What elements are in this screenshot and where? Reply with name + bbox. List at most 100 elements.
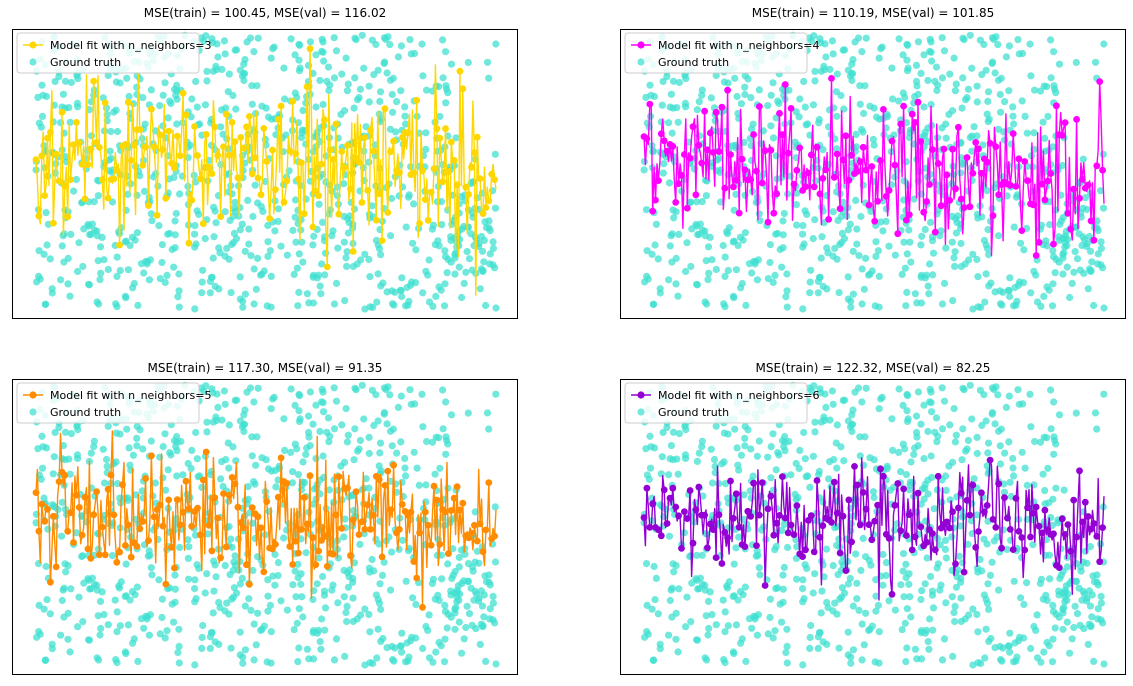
ground-truth-point xyxy=(383,288,391,296)
model-fit-point xyxy=(874,501,881,509)
ground-truth-point xyxy=(264,113,273,121)
model-fit-point xyxy=(321,116,328,124)
ground-truth-point xyxy=(878,43,886,51)
ground-truth-point xyxy=(221,208,229,216)
ground-truth-point xyxy=(1000,488,1009,496)
ground-truth-point xyxy=(93,586,101,594)
ground-truth-point xyxy=(682,267,690,276)
model-fit-point xyxy=(295,175,302,183)
ground-truth-point xyxy=(927,48,935,56)
ground-truth-point xyxy=(723,584,732,592)
ground-truth-point xyxy=(51,77,59,86)
ground-truth-point xyxy=(48,289,56,297)
ground-truth-point xyxy=(419,72,427,80)
model-fit-point xyxy=(396,526,403,533)
ground-truth-point xyxy=(492,390,500,398)
ground-truth-point xyxy=(920,103,928,111)
legend-marker-swatch xyxy=(29,58,37,66)
ground-truth-point xyxy=(240,427,248,436)
ground-truth-point xyxy=(147,86,155,94)
model-fit-point xyxy=(793,166,801,174)
ground-truth-point xyxy=(1077,567,1085,575)
model-fit-point xyxy=(874,197,881,205)
ground-truth-point xyxy=(746,487,754,495)
model-fit-point xyxy=(445,550,452,557)
model-fit-point xyxy=(963,154,971,161)
ground-truth-point xyxy=(969,605,977,613)
legend-label-ground-truth: Ground truth xyxy=(658,56,729,69)
model-fit-point xyxy=(139,161,147,169)
model-fit-point xyxy=(1067,547,1075,555)
model-fit-point xyxy=(225,151,233,159)
ground-truth-point xyxy=(100,479,109,487)
ground-truth-point xyxy=(997,460,1005,468)
model-fit-point xyxy=(1012,495,1020,502)
ground-truth-point xyxy=(192,428,200,437)
ground-truth-point xyxy=(978,421,986,430)
ground-truth-point xyxy=(917,595,925,604)
ground-truth-point xyxy=(755,437,763,445)
ground-truth-point xyxy=(882,559,890,567)
ground-truth-point xyxy=(376,439,385,447)
model-fit-point xyxy=(1024,504,1031,512)
ground-truth-point xyxy=(642,445,650,453)
ground-truth-point xyxy=(708,611,716,619)
ground-truth-point xyxy=(948,458,957,466)
model-fit-point xyxy=(963,496,971,504)
model-fit-point xyxy=(220,143,227,151)
ground-truth-point xyxy=(313,580,321,588)
model-fit-point xyxy=(225,491,233,499)
ground-truth-point xyxy=(166,229,174,238)
ground-truth-point xyxy=(378,571,387,579)
ground-truth-point xyxy=(811,77,819,85)
model-fit-point xyxy=(1021,546,1029,554)
legend-label-model-fit: Model fit with n_neighbors=4 xyxy=(658,39,820,52)
ground-truth-point xyxy=(665,532,674,540)
model-fit-point xyxy=(335,210,343,218)
ground-truth-point xyxy=(312,455,320,463)
ground-truth-point xyxy=(898,626,906,634)
ground-truth-point xyxy=(1046,221,1054,229)
ground-truth-point xyxy=(65,104,73,112)
ground-truth-point xyxy=(245,225,253,233)
ground-truth-point xyxy=(380,59,388,68)
ground-truth-point xyxy=(903,417,912,426)
ground-truth-point xyxy=(387,586,395,594)
ground-truth-point xyxy=(665,276,673,284)
ground-truth-point xyxy=(982,270,990,278)
model-fit-point xyxy=(727,477,734,485)
ground-truth-point xyxy=(1027,72,1035,80)
ground-truth-point xyxy=(1010,472,1018,480)
ground-truth-point xyxy=(96,631,104,639)
chart-svg-4: MSE(train) = 122.32, MSE(val) = 82.25Mod… xyxy=(620,361,1126,675)
ground-truth-point xyxy=(203,77,211,85)
ground-truth-point xyxy=(868,622,876,630)
ground-truth-point xyxy=(707,445,715,453)
ground-truth-point xyxy=(1005,87,1013,95)
model-fit-point xyxy=(240,524,248,532)
model-fit-point xyxy=(643,135,651,143)
model-fit-point xyxy=(955,504,962,512)
ground-truth-point xyxy=(383,69,391,77)
ground-truth-point xyxy=(844,417,852,425)
ground-truth-point xyxy=(293,619,301,627)
ground-truth-point xyxy=(1011,283,1019,292)
ground-truth-point xyxy=(907,458,915,466)
ground-truth-point xyxy=(906,238,914,246)
model-fit-point xyxy=(830,174,838,181)
ground-truth-point xyxy=(319,399,327,407)
model-fit-point xyxy=(101,99,109,107)
ground-truth-point xyxy=(1043,596,1051,604)
ground-truth-point xyxy=(980,40,988,49)
ground-truth-point xyxy=(982,417,990,425)
ground-truth-point xyxy=(291,401,299,409)
ground-truth-point xyxy=(351,384,359,392)
ground-truth-point xyxy=(859,534,867,543)
model-fit-point xyxy=(49,512,57,520)
ground-truth-point xyxy=(452,134,460,142)
ground-truth-point xyxy=(899,89,907,97)
ground-truth-point xyxy=(288,479,296,487)
ground-truth-point xyxy=(1099,150,1107,158)
model-fit-point xyxy=(286,147,294,155)
ground-truth-point xyxy=(799,243,807,251)
